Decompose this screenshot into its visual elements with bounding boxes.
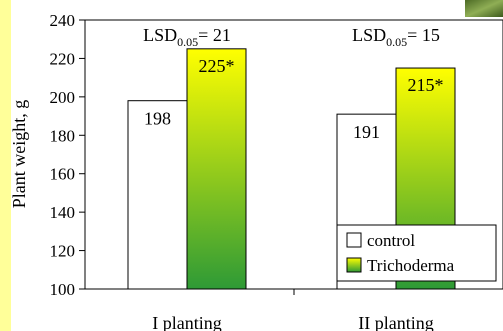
lsd-annotation: LSD0.05= 21 [143,25,231,49]
legend-swatch-control [346,232,362,248]
bar-trichoderma [186,48,247,290]
y-tick-label: 100 [50,280,76,299]
y-tick-label: 200 [50,88,76,107]
y-axis-label: Plant weight, g [9,100,29,209]
data-label-control: 198 [144,109,171,129]
y-tick-label: 140 [50,203,76,222]
data-label-trichoderma: 225* [199,56,235,76]
y-tick-label: 120 [50,242,76,261]
x-category-label: II planting [358,313,433,331]
y-tick-label: 160 [50,165,76,184]
lsd-annotation: LSD0.05= 15 [352,25,440,49]
legend-swatch-trichoderma [346,257,362,273]
data-label-control: 191 [353,122,380,142]
y-tick-label: 180 [50,126,76,145]
data-label-trichoderma: 215* [408,75,444,95]
y-tick-label: 220 [50,49,76,68]
photo-fragment [465,0,503,17]
legend-box [336,224,497,282]
legend-label-trichoderma: Trichoderma [367,256,455,275]
x-category-label: I planting [152,313,222,331]
left-strip [0,0,11,331]
legend-label-control: control [367,231,415,250]
y-tick-label: 240 [50,11,76,30]
bar-control [127,100,188,290]
